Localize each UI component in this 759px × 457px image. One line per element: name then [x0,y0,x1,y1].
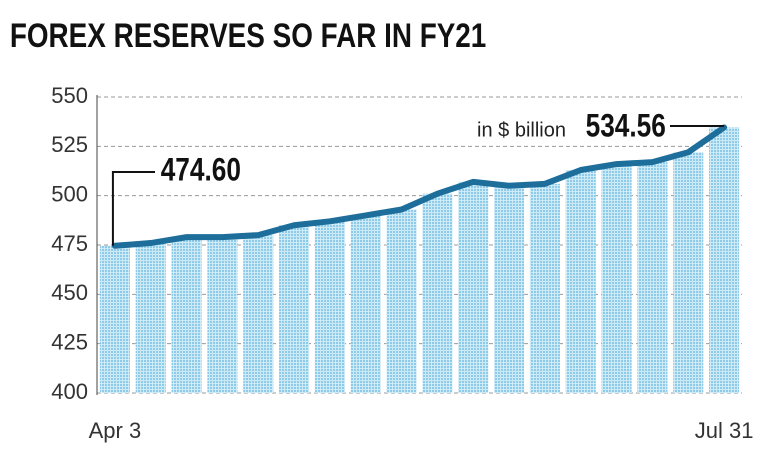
bar [386,209,417,393]
bar [422,193,453,393]
unit-note: in $ billion [477,119,566,141]
x-tick-label: Jul 31 [695,418,754,443]
y-tick-label: 550 [51,83,88,108]
y-tick-label: 400 [51,379,88,404]
chart-title: FOREX RESERVES SO FAR IN FY21 [10,16,486,54]
value-label: 474.60 [161,153,241,188]
leader-line [111,171,155,246]
bar [709,127,740,394]
bar [99,245,130,393]
bar [601,164,632,393]
value-label: 534.56 [586,109,666,144]
y-tick-label: 450 [51,280,88,305]
bar [279,225,310,393]
bar [458,181,489,393]
bar [171,237,202,393]
bar [350,215,381,393]
bar [494,185,525,393]
bar [314,221,345,393]
bar [207,237,238,393]
bar [673,152,704,393]
bar [529,183,560,393]
bar [565,170,596,393]
x-tick-label: Apr 3 [89,418,142,443]
line [111,124,728,249]
y-tick-label: 425 [51,329,88,354]
bar [135,243,166,393]
y-tick-label: 500 [51,181,88,206]
bar [243,235,274,393]
y-tick-label: 475 [51,231,88,256]
bar [637,162,668,393]
y-tick-label: 525 [51,132,88,157]
